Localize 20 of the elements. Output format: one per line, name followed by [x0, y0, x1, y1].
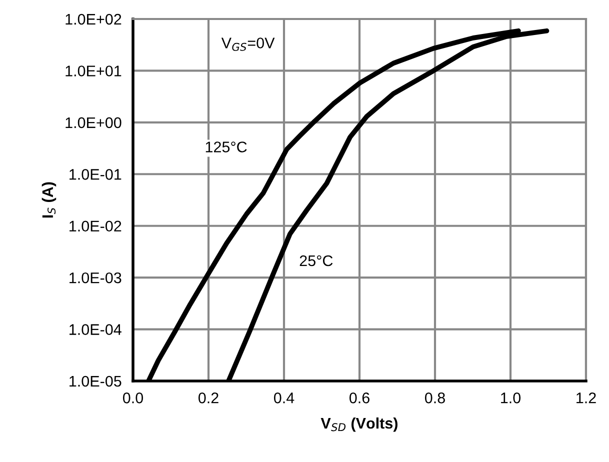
x-tick-label: 0.8	[424, 392, 445, 404]
y-tick-label: 1.0E-05	[70, 376, 122, 387]
y-tick-label: 1.0E-04	[70, 324, 122, 335]
annotation: V$_{GS}$=0V	[221, 38, 275, 51]
x-tick-label: 1.2	[576, 392, 596, 404]
x-tick-label: 1.0	[501, 392, 521, 404]
y-tick-label: 1.0E+00	[66, 117, 122, 128]
x-tick-label: 0.2	[198, 392, 218, 404]
series-label: 25°C	[300, 255, 333, 266]
y-axis-title: I$_{S}$ (A)	[42, 182, 56, 218]
x-tick-label: 0.0	[122, 392, 144, 404]
y-tick-label: 1.0E-03	[70, 272, 122, 284]
x-axis-title: V$_{SD}$ (Volts)	[320, 417, 398, 432]
x-tick-label: 0.4	[274, 392, 294, 404]
y-tick-label: 1.0E+02	[66, 14, 122, 25]
x-tick-label: 0.6	[349, 392, 370, 404]
y-tick-label: 1.0E-01	[70, 169, 122, 180]
y-tick-label: 1.0E-02	[70, 220, 122, 232]
text: 125°C	[206, 142, 247, 152]
y-tick-label: 1.0E+01	[66, 66, 122, 76]
